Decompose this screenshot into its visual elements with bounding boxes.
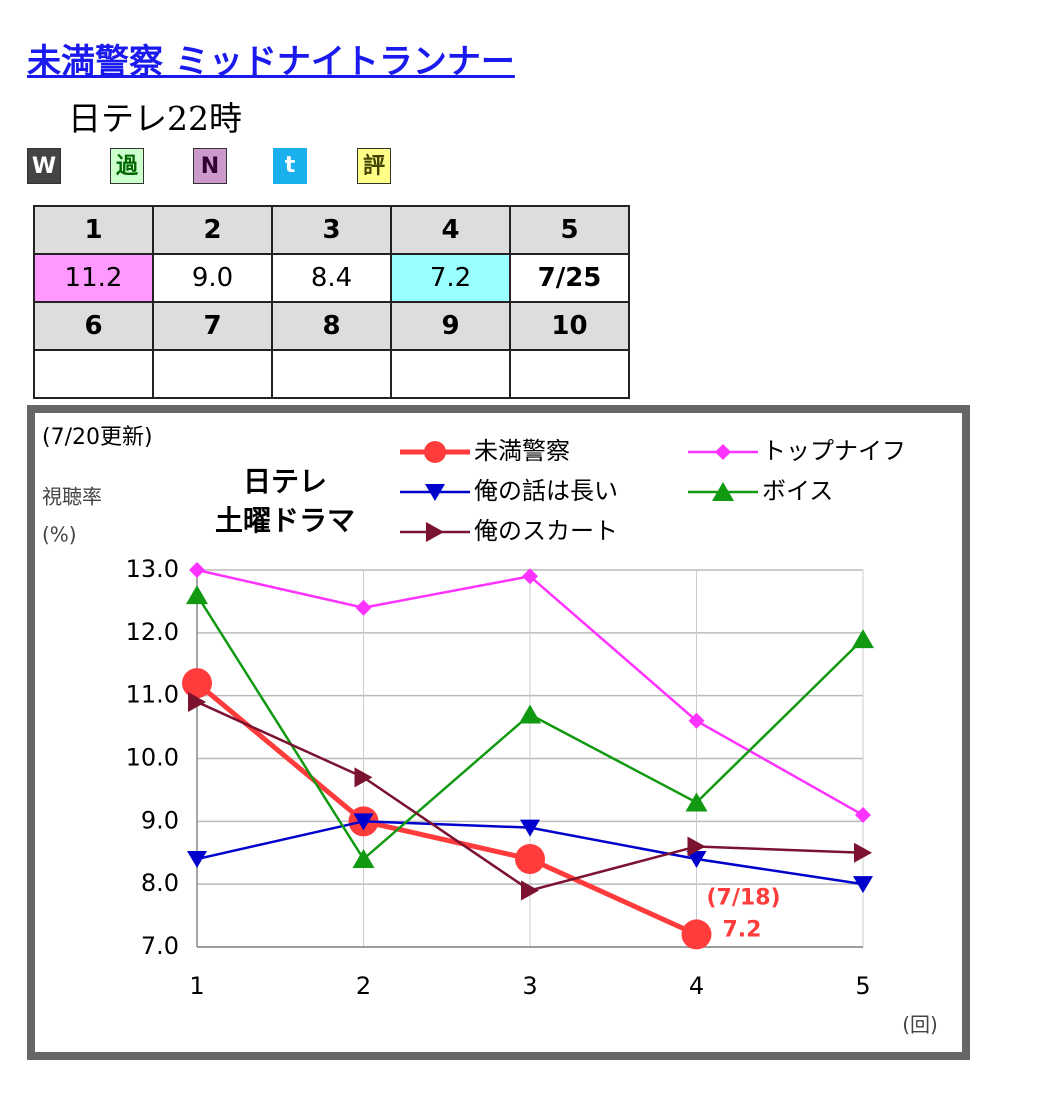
cell: 1: [33, 205, 154, 255]
x-tick-label: 3: [522, 972, 537, 1000]
cell: 5: [509, 205, 630, 255]
marker: [854, 842, 872, 863]
annotation: (7/18): [707, 885, 781, 910]
marker: [686, 851, 707, 869]
marker: [189, 562, 205, 578]
marker: [354, 767, 373, 788]
cell: [271, 349, 392, 399]
marker: [688, 712, 705, 729]
legend-label: 俺のスカート: [474, 517, 618, 545]
y-tick-label: 13.0: [126, 555, 179, 583]
y-tick-label: 7.0: [141, 932, 179, 960]
title-link[interactable]: 未満警察 ミッドナイトランナー: [27, 42, 515, 82]
icon-twitter[interactable]: t: [273, 148, 307, 184]
cell: 10: [509, 301, 630, 351]
marker: [426, 522, 444, 542]
icon-w[interactable]: W: [27, 148, 61, 184]
legend-label: 未満警察: [474, 437, 570, 465]
x-label: (回): [902, 1013, 938, 1037]
legend-label: ボイス: [762, 477, 833, 505]
cell: 7: [152, 301, 273, 351]
y-tick-label: 12.0: [126, 618, 179, 646]
marker: [522, 568, 538, 585]
marker: [685, 792, 708, 812]
cell: 4: [390, 205, 511, 255]
marker: [182, 668, 212, 699]
chart-title: 日テレ: [243, 465, 327, 498]
icon-n[interactable]: N: [193, 148, 227, 184]
marker: [521, 880, 539, 901]
legend-label: 俺の話は長い: [474, 477, 618, 505]
icon-past[interactable]: 過: [110, 148, 144, 184]
marker: [681, 919, 712, 950]
cell: 9: [390, 301, 511, 351]
cell: [509, 349, 630, 399]
cell: 7/25: [509, 253, 630, 303]
cell: [33, 349, 154, 399]
marker: [353, 813, 374, 831]
marker: [515, 844, 545, 875]
marker: [855, 807, 871, 824]
cell: [390, 349, 511, 399]
marker: [187, 851, 207, 869]
chart-frame: [27, 405, 970, 1060]
marker: [520, 819, 540, 837]
y-tick-label: 11.0: [126, 681, 179, 709]
marker: [186, 585, 208, 605]
y-label: (%): [42, 523, 77, 547]
x-tick-label: 2: [356, 972, 371, 1000]
cell: 11.2: [33, 253, 154, 303]
marker: [188, 691, 206, 712]
marker: [352, 849, 375, 869]
x-tick-label: 1: [189, 972, 204, 1000]
chart-title: 土曜ドラマ: [215, 504, 355, 537]
cell: 8.4: [271, 253, 392, 303]
y-tick-label: 8.0: [141, 869, 179, 897]
marker: [853, 876, 873, 894]
icon-review[interactable]: 評: [357, 148, 391, 184]
marker: [687, 836, 706, 857]
y-tick-label: 9.0: [141, 806, 179, 834]
legend-label: トップナイフ: [762, 437, 906, 465]
marker: [424, 441, 446, 463]
marker: [852, 629, 874, 649]
marker: [425, 484, 445, 501]
x-tick-label: 5: [855, 972, 870, 1000]
cell: 9.0: [152, 253, 273, 303]
cell: 2: [152, 205, 273, 255]
cell: 3: [271, 205, 392, 255]
data-label: 7.2: [723, 917, 762, 942]
marker: [715, 444, 731, 460]
y-tick-label: 10.0: [126, 744, 179, 772]
marker: [712, 482, 734, 501]
cell: 7.2: [390, 253, 511, 303]
updated: (7/20更新): [42, 425, 153, 450]
cell: 6: [33, 301, 154, 351]
cell: 8: [271, 301, 392, 351]
subtitle: 日テレ22時: [68, 99, 242, 138]
y-label: 視聴率: [42, 485, 102, 509]
x-tick-label: 4: [689, 972, 704, 1000]
marker: [355, 599, 372, 616]
series-line: [195, 681, 698, 937]
marker: [519, 704, 541, 724]
cell: [152, 349, 273, 399]
